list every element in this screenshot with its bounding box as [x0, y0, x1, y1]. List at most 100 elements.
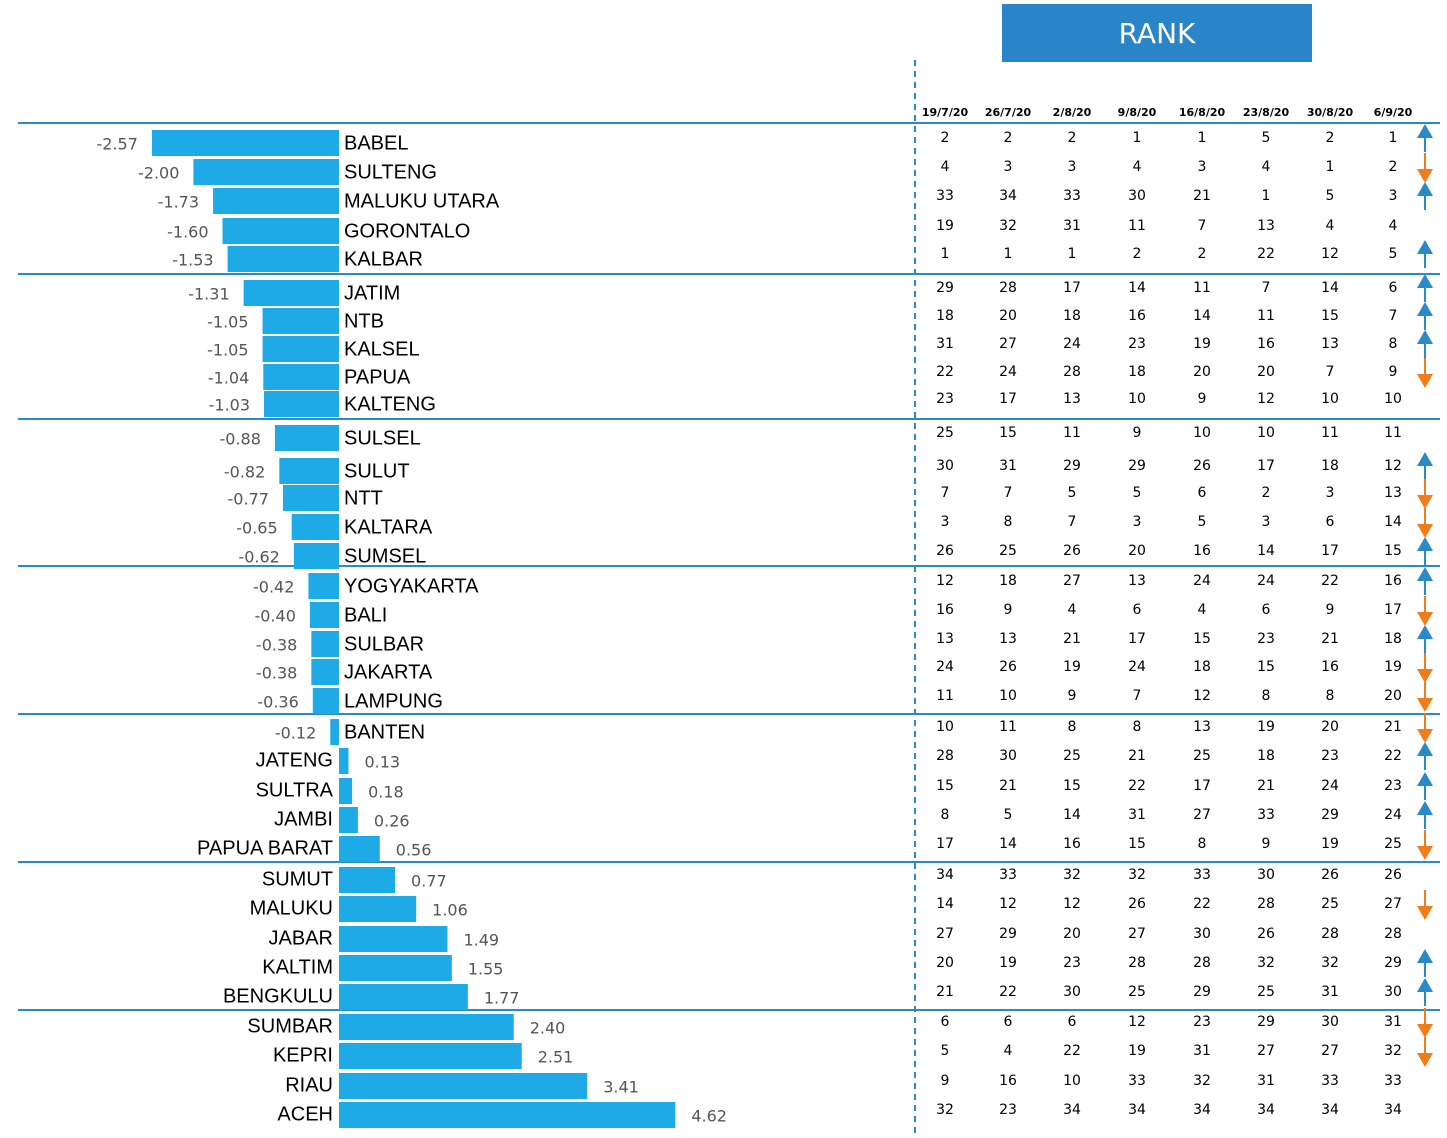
- rank-cell: 14: [1384, 514, 1402, 530]
- rank-cell: 22: [1257, 246, 1275, 262]
- column-header: 30/8/20: [1307, 106, 1354, 119]
- rank-cell: 20: [1257, 364, 1275, 380]
- rank-cell: 31: [1321, 984, 1339, 1000]
- rank-cell: 16: [1063, 836, 1081, 852]
- trend-arrow-down: [1417, 508, 1433, 538]
- rank-cell: 20: [1384, 688, 1402, 704]
- rank-cell: 30: [999, 748, 1017, 764]
- rank-cell: 7: [1326, 364, 1335, 380]
- rank-cell: 15: [1257, 659, 1275, 675]
- rank-cell: 29: [1128, 458, 1146, 474]
- value-label: 0.13: [364, 753, 400, 772]
- rank-cell: 28: [1257, 896, 1275, 912]
- rank-cell: 29: [1321, 807, 1339, 823]
- rank-cell: 15: [1128, 836, 1146, 852]
- rank-cell: 6: [1198, 485, 1207, 501]
- rank-cell: 7: [1262, 280, 1271, 296]
- bar: [339, 1073, 588, 1099]
- rank-cell: 6: [1389, 280, 1398, 296]
- rank-cell: 23: [1128, 336, 1146, 352]
- trend-arrow-up: [1417, 625, 1433, 653]
- rank-cell: 23: [1193, 1014, 1211, 1030]
- rank-cell: 18: [1257, 748, 1275, 764]
- bar: [291, 514, 339, 540]
- rank-cell: 7: [1389, 308, 1398, 324]
- rank-cell: 1: [1004, 246, 1013, 262]
- rank-cell: 21: [1257, 778, 1275, 794]
- rank-cell: 20: [999, 308, 1017, 324]
- rank-cell: 16: [1257, 336, 1275, 352]
- rank-cell: 27: [1257, 1043, 1275, 1059]
- trend-arrow-up: [1417, 274, 1433, 302]
- category-label: JABAR: [269, 927, 333, 949]
- rank-cell: 23: [1384, 778, 1402, 794]
- bar: [274, 425, 339, 451]
- value-label: 1.06: [432, 901, 468, 920]
- rank-cell: 34: [1257, 1102, 1275, 1118]
- bar: [151, 130, 339, 156]
- category-label: SULUT: [344, 460, 410, 482]
- rank-cell: 17: [1257, 458, 1275, 474]
- rank-cell: 30: [1321, 1014, 1339, 1030]
- rank-cell: 28: [1128, 955, 1146, 971]
- rank-cell: 26: [1128, 896, 1146, 912]
- rank-cell: 8: [1133, 719, 1142, 735]
- rank-cell: 6: [941, 1014, 950, 1030]
- trend-arrow-down: [1417, 830, 1433, 860]
- arrow-head: [1417, 169, 1433, 183]
- trend-arrow-up: [1417, 772, 1433, 800]
- rank-cell: 8: [941, 807, 950, 823]
- rank-title: RANK: [1119, 17, 1196, 50]
- arrow-head: [1417, 302, 1433, 316]
- value-label: -0.77: [228, 490, 269, 509]
- rank-cell: 6: [1004, 1014, 1013, 1030]
- rank-cell: 12: [1193, 688, 1211, 704]
- rank-cell: 4: [1068, 602, 1077, 618]
- category-label: SULSEL: [344, 427, 421, 449]
- rank-cell: 20: [1128, 543, 1146, 559]
- rank-cell: 28: [936, 748, 954, 764]
- rank-cell: 15: [1063, 778, 1081, 794]
- rank-cell: 24: [1063, 336, 1081, 352]
- value-label: -0.62: [238, 548, 279, 567]
- rank-cell: 19: [999, 955, 1017, 971]
- rank-cell: 17: [1128, 631, 1146, 647]
- trend-arrow-down: [1417, 653, 1433, 683]
- bar: [279, 458, 339, 484]
- rank-cell: 24: [1321, 778, 1339, 794]
- arrow-head: [1417, 524, 1433, 538]
- column-header: 9/8/20: [1118, 106, 1157, 119]
- trend-arrow-up: [1417, 124, 1433, 152]
- category-label: KALTIM: [262, 956, 333, 978]
- rank-cell: 25: [1193, 748, 1211, 764]
- rank-cell: 25: [1128, 984, 1146, 1000]
- rank-cell: 14: [936, 896, 954, 912]
- rank-cell: 30: [1384, 984, 1402, 1000]
- category-label: BANTEN: [344, 721, 425, 743]
- value-label: -1.31: [188, 285, 229, 304]
- category-label: SULBAR: [344, 633, 424, 655]
- arrow-head: [1417, 949, 1433, 963]
- rank-cell: 31: [1193, 1043, 1211, 1059]
- rank-cell: 7: [1004, 485, 1013, 501]
- arrow-head: [1417, 625, 1433, 639]
- rank-cell: 5: [1389, 246, 1398, 262]
- category-label: BABEL: [344, 132, 408, 154]
- bar: [339, 748, 349, 774]
- rank-cell: 11: [1384, 425, 1402, 441]
- rank-cell: 32: [1128, 867, 1146, 883]
- rank-cell: 4: [941, 159, 950, 175]
- rank-cell: 16: [1384, 573, 1402, 589]
- category-label: KALTENG: [344, 393, 436, 415]
- bar: [193, 159, 339, 185]
- category-label: PAPUA BARAT: [197, 837, 333, 859]
- rank-cell: 7: [941, 485, 950, 501]
- rank-cell: 34: [1128, 1102, 1146, 1118]
- value-label: -0.65: [236, 519, 277, 538]
- arrow-head: [1417, 698, 1433, 712]
- rank-cell: 2: [1198, 246, 1207, 262]
- category-label: MALUKU UTARA: [344, 190, 500, 212]
- trend-arrow-down: [1417, 153, 1433, 183]
